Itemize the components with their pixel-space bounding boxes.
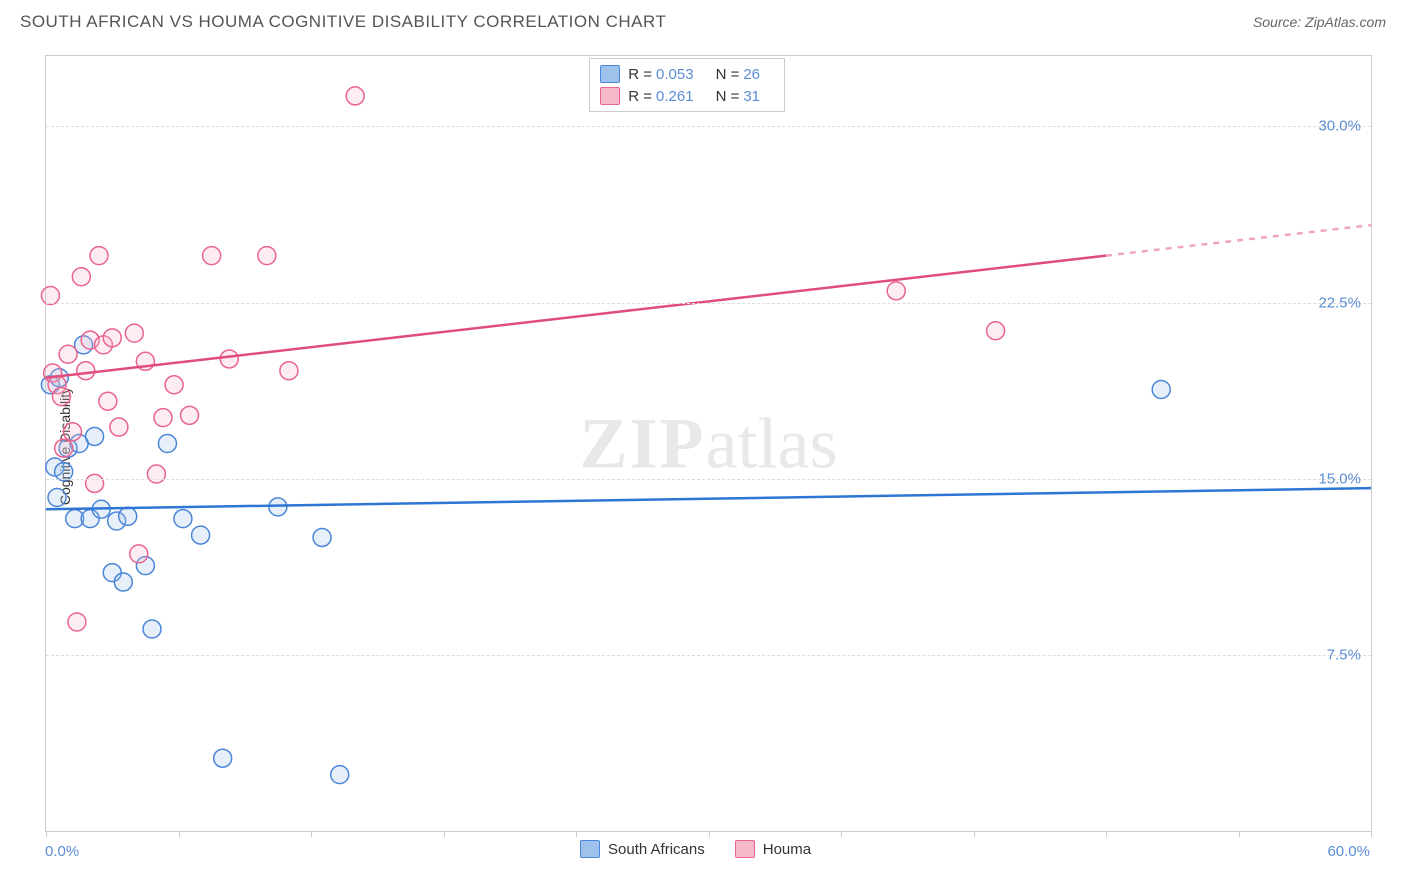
x-axis-max-label: 60.0% [1327, 843, 1370, 860]
scatter-point [103, 329, 121, 347]
scatter-point [125, 324, 143, 342]
scatter-point [64, 423, 82, 441]
scatter-point [147, 465, 165, 483]
scatter-point [158, 435, 176, 453]
trend-line [46, 256, 1106, 378]
scatter-point [258, 247, 276, 265]
x-tick [1106, 831, 1107, 837]
x-tick [1371, 831, 1372, 837]
x-tick [444, 831, 445, 837]
scatter-point [174, 510, 192, 528]
x-tick [179, 831, 180, 837]
legend-swatch [600, 87, 620, 105]
scatter-point [52, 388, 70, 406]
scatter-point [68, 613, 86, 631]
x-tick [709, 831, 710, 837]
scatter-point [220, 350, 238, 368]
scatter-point [48, 489, 66, 507]
scatter-point [887, 282, 905, 300]
scatter-point [192, 526, 210, 544]
scatter-point [331, 766, 349, 784]
gridline [46, 479, 1371, 480]
scatter-point [1152, 380, 1170, 398]
scatter-point [110, 418, 128, 436]
header: SOUTH AFRICAN VS HOUMA COGNITIVE DISABIL… [20, 12, 1386, 42]
scatter-point [203, 247, 221, 265]
legend-label: Houma [763, 841, 811, 858]
scatter-point [59, 345, 77, 363]
bottom-legend: South Africans Houma [580, 840, 811, 858]
scatter-point [346, 87, 364, 105]
x-tick [1239, 831, 1240, 837]
legend-r: R =0.261 [628, 88, 707, 105]
y-tick-label: 30.0% [1318, 118, 1361, 135]
scatter-point [130, 545, 148, 563]
gridline [46, 303, 1371, 304]
stats-legend-row: R =0.053 N =26 [600, 63, 774, 85]
gridline [46, 126, 1371, 127]
chart-title: SOUTH AFRICAN VS HOUMA COGNITIVE DISABIL… [20, 12, 666, 31]
legend-n: N =31 [716, 88, 774, 105]
scatter-point [313, 528, 331, 546]
x-tick [311, 831, 312, 837]
scatter-point [143, 620, 161, 638]
scatter-point [55, 439, 73, 457]
x-tick [46, 831, 47, 837]
scatter-point [214, 749, 232, 767]
legend-r: R =0.053 [628, 66, 707, 83]
scatter-point [114, 573, 132, 591]
legend-label: South Africans [608, 841, 705, 858]
x-tick [974, 831, 975, 837]
scatter-point [86, 427, 104, 445]
scatter-point [181, 406, 199, 424]
x-tick [576, 831, 577, 837]
y-tick-label: 22.5% [1318, 294, 1361, 311]
scatter-point [90, 247, 108, 265]
scatter-point [86, 474, 104, 492]
scatter-point [72, 268, 90, 286]
trend-line-dashed [1106, 225, 1371, 256]
y-tick-label: 15.0% [1318, 470, 1361, 487]
legend-swatch [600, 65, 620, 83]
x-tick [841, 831, 842, 837]
bottom-legend-item: South Africans [580, 840, 705, 858]
legend-n: N =26 [716, 66, 774, 83]
scatter-point [987, 322, 1005, 340]
scatter-point [99, 392, 117, 410]
y-tick-label: 7.5% [1327, 646, 1361, 663]
scatter-point [77, 362, 95, 380]
legend-swatch [735, 840, 755, 858]
stats-legend-row: R =0.261 N =31 [600, 85, 774, 107]
chart-area: ZIPatlas 7.5%15.0%22.5%30.0%R =0.053N =2… [45, 55, 1372, 832]
x-axis-min-label: 0.0% [45, 843, 79, 860]
legend-swatch [580, 840, 600, 858]
scatter-point [154, 409, 172, 427]
scatter-point [165, 376, 183, 394]
scatter-point [280, 362, 298, 380]
bottom-legend-item: Houma [735, 840, 811, 858]
trend-line [46, 488, 1371, 509]
gridline [46, 655, 1371, 656]
scatter-plot-svg [46, 56, 1371, 831]
scatter-point [119, 507, 137, 525]
stats-legend: R =0.053 N =26 R =0.261 N =31 [589, 58, 785, 112]
source-label: Source: ZipAtlas.com [1253, 14, 1386, 30]
